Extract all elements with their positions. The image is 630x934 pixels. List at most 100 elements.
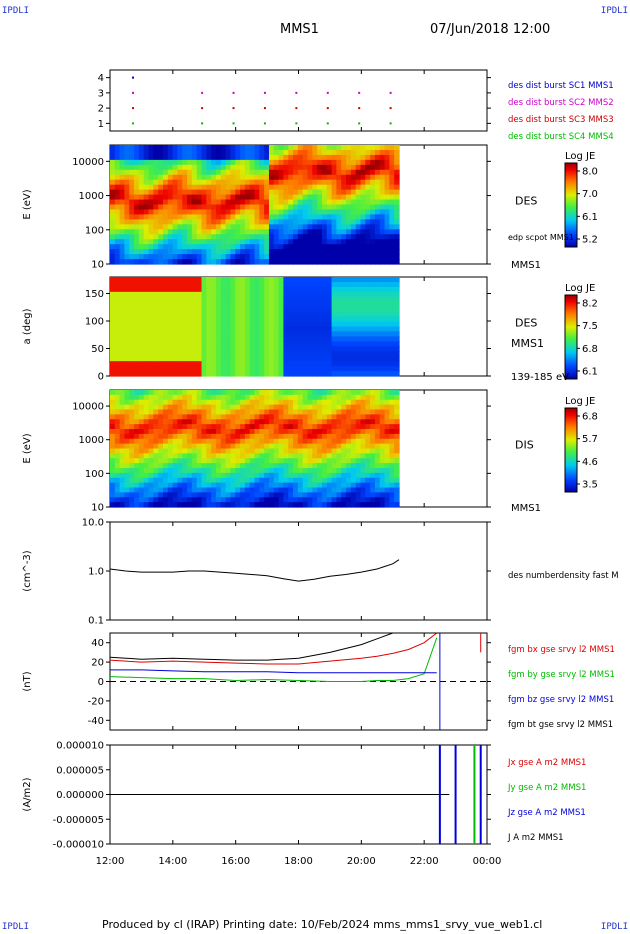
side-note: edp scpot MMS1 [508, 233, 574, 242]
burst-mark [131, 122, 134, 125]
panel-frame-0 [109, 69, 488, 132]
des-pitch-angle-spectrogram [110, 277, 400, 377]
colorbar-title: Log JE [565, 396, 595, 407]
burst-mark [232, 107, 235, 110]
ytick-label: 150 [85, 289, 104, 300]
fgm-legend-0: fgm bx gse srvy l2 MMS1 [508, 645, 615, 655]
burst-legend-3: des dist burst SC3 MMS3 [508, 115, 614, 125]
burst-mark [263, 91, 266, 94]
fgm-series-0 [109, 632, 438, 665]
colorbar-tick-label: 6.1 [582, 212, 598, 223]
burst-mark [389, 107, 392, 110]
burst-mark [358, 91, 361, 94]
burst-legend-4: des dist burst SC4 MMS4 [508, 132, 614, 142]
corner-label-bottom-right: IPDLI [600, 922, 628, 932]
xtick-label: 00:00 [473, 856, 502, 867]
xtick-label: 18:00 [284, 856, 313, 867]
burst-mark [326, 107, 329, 110]
ytick-label: 40 [91, 638, 104, 649]
ytick-label: 2 [98, 104, 104, 115]
burst-mark [201, 122, 204, 125]
xtick-label: 12:00 [96, 856, 125, 867]
side-label: DES [515, 195, 537, 208]
burst-legend-2: des dist burst SC2 MMS2 [508, 98, 614, 108]
ytick-label: 10.0 [82, 518, 104, 529]
side-bottom: 139-185 eV [511, 372, 569, 383]
colorbar-tick-label: 7.5 [582, 321, 598, 332]
y-axis-label: E (eV) [22, 433, 33, 463]
y-axis-label: E (eV) [22, 189, 33, 219]
colorbar-tick-label: 5.2 [582, 235, 598, 246]
ytick-label: 1000 [79, 191, 104, 202]
ytick-label: 1 [98, 119, 104, 130]
ytick-label: -20 [88, 696, 104, 707]
cb-des-pitch [564, 294, 578, 380]
fgm-legend-1: fgm by gse srvy l2 MMS1 [508, 670, 615, 680]
burst-mark [201, 91, 204, 94]
burst-mark [263, 107, 266, 110]
side-bottom: MMS1 [511, 503, 541, 514]
burst-mark [389, 91, 392, 94]
y-axis-label: (nT) [22, 671, 33, 691]
colorbar-tick-label: 5.7 [582, 434, 598, 445]
ytick-label: 0 [98, 677, 104, 688]
ytick-label: 0.000005 [56, 765, 104, 776]
spacecraft-title: MMS1 [280, 22, 319, 37]
colorbar-tick-label: 6.8 [582, 344, 598, 355]
burst-mark [131, 107, 134, 110]
burst-mark [295, 91, 298, 94]
cb-dis-energy [564, 407, 578, 493]
y-axis-label: (cm^-3) [22, 550, 33, 591]
y-axis-label: (A/m2) [22, 777, 33, 811]
density-line [109, 559, 400, 582]
burst-mark [295, 122, 298, 125]
current-legend-0: Jx gse A m2 MMS1 [507, 758, 586, 768]
ytick-label: 0.1 [88, 616, 104, 627]
ytick-label: 3 [98, 88, 104, 99]
corner-label-bottom-left: IPDLI [2, 922, 30, 932]
datetime-title: 07/Jun/2018 12:00 [430, 22, 551, 37]
colorbar-tick-label: 8.0 [582, 167, 598, 178]
current-legend-1: Jy gse A m2 MMS1 [507, 783, 586, 793]
des-energy-spectrogram [110, 145, 400, 265]
footer-text: Produced by cl (IRAP) Printing date: 10/… [102, 918, 543, 931]
burst-mark [326, 91, 329, 94]
ytick-label: 20 [91, 658, 104, 669]
fgm-legend-3: fgm bt gse srvy l2 MMS1 [508, 720, 613, 730]
fgm-series-3 [109, 632, 437, 661]
burst-mark [358, 107, 361, 110]
colorbar-tick-label: 7.0 [582, 189, 598, 200]
burst-legend-1: des dist burst SC1 MMS1 [508, 81, 614, 91]
side-bottom: MMS1 [511, 260, 541, 271]
burst-mark [232, 122, 235, 125]
colorbar-tick-label: 8.2 [582, 299, 598, 310]
density-legend: des numberdensity fast M [508, 571, 619, 581]
ytick-label: -0.000005 [53, 815, 104, 826]
burst-mark [295, 107, 298, 110]
colorbar-tick-label: 6.1 [582, 367, 598, 378]
ytick-label: 100 [85, 225, 104, 236]
dis-energy-spectrogram [110, 390, 400, 508]
ytick-label: 0 [98, 372, 104, 383]
ytick-label: 10000 [72, 157, 104, 168]
side-mid: MMS1 [511, 337, 544, 350]
side-label: DIS [515, 439, 534, 452]
current-legend-3: J A m2 MMS1 [507, 833, 564, 843]
ytick-label: -0.000010 [53, 840, 104, 851]
ytick-label: 10 [91, 503, 104, 514]
burst-mark [263, 122, 266, 125]
side-label: DES [515, 317, 537, 330]
burst-mark [326, 122, 329, 125]
corner-label-top-right: IPDLI [600, 6, 628, 16]
ytick-label: 10000 [72, 402, 104, 413]
ytick-label: 10 [91, 260, 104, 271]
ytick-label: 0.000000 [56, 790, 104, 801]
burst-mark [389, 122, 392, 125]
ytick-label: 4 [98, 73, 104, 84]
colorbar-tick-label: 4.6 [582, 457, 598, 468]
burst-mark [358, 122, 361, 125]
burst-mark [201, 107, 204, 110]
panel-frame-4 [109, 521, 488, 621]
fgm-series-2 [110, 669, 437, 674]
